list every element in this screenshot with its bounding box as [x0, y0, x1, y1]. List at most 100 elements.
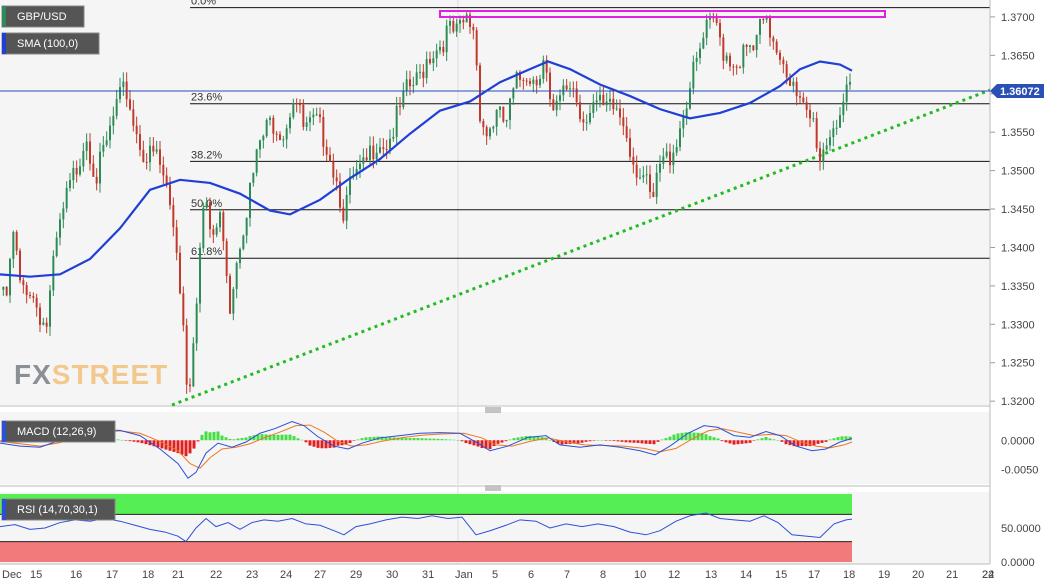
macd-histogram-bar [816, 440, 820, 444]
candle-body [592, 102, 595, 113]
candle-body [129, 99, 131, 110]
candle-body [775, 41, 778, 53]
macd-resize-handle[interactable] [485, 407, 501, 413]
candle-body [669, 151, 671, 166]
candle-body [752, 45, 755, 50]
sma-tag[interactable]: SMA (100,0) [1, 32, 100, 55]
candle-body [192, 343, 195, 387]
candle-body [695, 57, 698, 62]
candle-body [832, 128, 835, 138]
candle-body [222, 212, 225, 242]
macd-histogram-bar [800, 440, 804, 447]
candle-body [585, 122, 588, 124]
macd-histogram-bar [644, 440, 648, 444]
date-tick-label: 21 [172, 569, 184, 581]
candle-body [445, 25, 448, 53]
candle-body [252, 172, 255, 183]
macd-histogram-bar [280, 434, 284, 441]
macd-histogram-bar [240, 438, 244, 441]
watermark-suffix: STREET [52, 359, 168, 390]
candle-body [79, 166, 81, 175]
candle-body [2, 286, 5, 290]
candle-body [815, 118, 818, 149]
candle-body [159, 149, 161, 165]
current-price-tag: 1.36072 [990, 84, 1044, 98]
candle-body [652, 191, 655, 197]
candle-body [49, 290, 51, 327]
candle-body [209, 202, 211, 230]
macd-histogram-bar [168, 440, 172, 451]
candle-body [162, 164, 165, 176]
candle-body [29, 295, 31, 297]
rsi-overbought-zone [0, 494, 852, 515]
candle-body [599, 94, 601, 101]
candle-body [639, 177, 641, 179]
macd-histogram-bar [348, 440, 352, 443]
macd-histogram-bar [184, 440, 188, 457]
macd-histogram-bar [628, 440, 632, 443]
candle-body [679, 128, 681, 148]
macd-histogram-bar [692, 432, 696, 441]
macd-histogram-bar [136, 440, 140, 443]
candle-body [172, 205, 175, 228]
candle-body [239, 248, 241, 264]
macd-histogram-bar [396, 437, 400, 441]
price-tick-label: 1.3300 [1001, 319, 1035, 331]
macd-histogram-bar [268, 434, 272, 441]
candle-body [749, 45, 751, 47]
macd-histogram-bar [724, 440, 728, 443]
candle-body [609, 98, 611, 102]
macd-histogram-bar [436, 438, 440, 441]
candle-body [19, 250, 21, 281]
rsi-resize-handle[interactable] [485, 485, 501, 491]
candle-body [109, 125, 111, 141]
macd-tag[interactable]: MACD (12,26,9) [1, 420, 116, 443]
candle-body [199, 248, 201, 304]
candle-body [715, 17, 718, 23]
macd-histogram-bar [652, 440, 656, 445]
candle-body [465, 14, 468, 23]
candle-body [139, 134, 141, 150]
macd-histogram-bar [360, 438, 364, 441]
price-tick-label: 1.3400 [1001, 242, 1035, 254]
candle-body [655, 172, 658, 197]
candle-body [542, 59, 545, 79]
macd-histogram-bar [684, 432, 688, 441]
candle-body [672, 152, 675, 166]
candle-body [42, 322, 45, 325]
macd-histogram-bar [232, 439, 236, 441]
macd-histogram-bar [308, 440, 312, 446]
macd-histogram-bar [548, 440, 552, 441]
candle-body [285, 128, 288, 140]
candle-body [522, 79, 525, 81]
macd-histogram-bar [212, 431, 216, 441]
macd-histogram-bar [144, 440, 148, 445]
macd-histogram-bar [344, 440, 348, 445]
macd-histogram-bar [316, 440, 320, 448]
candle-body [95, 176, 98, 184]
current-price-value: 1.36072 [1000, 86, 1040, 98]
candle-body [642, 175, 645, 178]
rsi-tag[interactable]: RSI (14,70,30,1) [1, 498, 116, 521]
macd-histogram-bar [536, 436, 540, 441]
symbol-tag[interactable]: GBP/USD [1, 5, 85, 28]
candle-body [335, 177, 338, 182]
candle-body [279, 134, 281, 141]
macd-tick-label: -0.0050 [1001, 464, 1038, 476]
candle-body [485, 127, 488, 137]
candle-body [569, 88, 571, 90]
candle-body [625, 126, 628, 138]
candle-body [305, 122, 308, 127]
candle-body [605, 101, 608, 106]
macd-histogram-bar [596, 440, 600, 441]
macd-histogram-bar [320, 440, 324, 449]
macd-histogram-bar [668, 436, 672, 441]
macd-histogram-bar [704, 434, 708, 441]
candle-body [622, 117, 625, 127]
candle-body [799, 96, 801, 98]
macd-histogram-bar [824, 440, 828, 442]
macd-histogram-bar [528, 435, 532, 441]
candle-body [809, 109, 811, 119]
macd-histogram-bar [256, 434, 260, 441]
macd-histogram-bar [172, 440, 176, 452]
